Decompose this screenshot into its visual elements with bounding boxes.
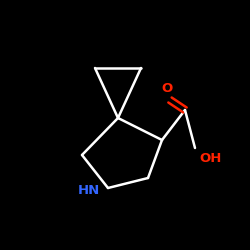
Text: O: O — [162, 82, 172, 95]
Text: HN: HN — [78, 184, 100, 196]
Text: OH: OH — [199, 152, 222, 165]
